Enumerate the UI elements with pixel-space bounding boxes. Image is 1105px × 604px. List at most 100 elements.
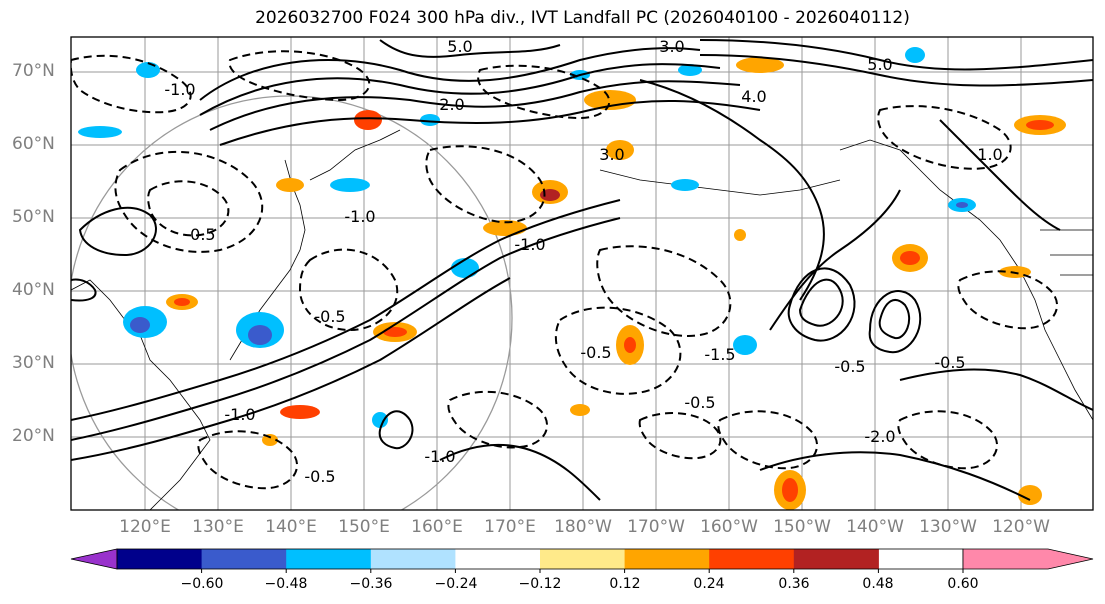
shade-blob xyxy=(383,327,407,337)
lat-label-40n: 40°N xyxy=(12,280,55,300)
contour-line xyxy=(425,145,546,224)
dashed-contours xyxy=(71,50,1059,490)
colorbar-cell xyxy=(286,549,372,569)
contour-line xyxy=(639,79,825,301)
contour-line xyxy=(71,217,621,441)
colorbar-cells xyxy=(116,548,964,570)
contour-label: 3.0 xyxy=(599,145,624,164)
map-panel[interactable]: 5.0 3.0 5.0 -1.0 3.0 4.0 -0.5 -1.0 2.0 -1.0 -0.5 -0… xyxy=(68,36,1094,540)
colorbar-tick-label: −0.48 xyxy=(264,576,308,592)
shade-blob xyxy=(280,405,320,419)
shade-blob xyxy=(420,114,440,126)
colorbar-tick-label: −0.60 xyxy=(180,576,224,592)
contour-label: -1.0 xyxy=(424,447,455,466)
contour-label: -0.5 xyxy=(834,357,865,376)
kurils-coast xyxy=(309,129,401,181)
lon-label-160w: 160°W xyxy=(700,517,758,537)
shade-blob xyxy=(354,110,382,130)
contour-line xyxy=(197,430,299,490)
shade-blob xyxy=(584,90,636,110)
shade-blob xyxy=(136,62,160,78)
contour-line xyxy=(759,451,1031,501)
contour-label: 3.0 xyxy=(659,37,684,56)
lat-label-20n: 20°N xyxy=(12,426,55,446)
state-borders xyxy=(1040,229,1093,276)
shade-blob xyxy=(671,179,699,191)
lat-label-60n: 60°N xyxy=(12,134,55,154)
contour-line xyxy=(228,50,371,102)
contour-line xyxy=(71,277,511,461)
contour-label: 4.0 xyxy=(741,87,766,106)
shade-blob xyxy=(956,202,968,208)
coastlines xyxy=(71,129,1093,510)
lat-label-70n: 70°N xyxy=(12,61,55,81)
contour-line xyxy=(439,443,601,501)
contour-line xyxy=(939,119,1061,231)
shade-blob xyxy=(734,229,746,241)
colorbar-cell xyxy=(117,549,203,569)
colorbar-tick-label: 0.36 xyxy=(778,576,810,592)
contour-label: -1.0 xyxy=(344,207,375,226)
divergence-shading xyxy=(78,47,1066,510)
contour-label: -1.0 xyxy=(514,235,545,254)
contour-line xyxy=(554,306,682,395)
lon-label-130w: 130°W xyxy=(919,517,977,537)
colorbar-tick-label: 0.12 xyxy=(609,576,641,592)
contour-line xyxy=(199,63,721,116)
lon-label-140e: 140°E xyxy=(265,517,317,537)
contour-line xyxy=(638,412,722,460)
contour-line xyxy=(699,54,1093,87)
shade-blob xyxy=(733,335,757,355)
shade-blob xyxy=(624,337,636,353)
shade-blob xyxy=(174,298,190,306)
contour-line xyxy=(114,150,264,253)
lon-label-170e: 170°E xyxy=(484,517,536,537)
lon-label-130e: 130°E xyxy=(192,517,244,537)
contour-line xyxy=(147,180,230,237)
shade-blob xyxy=(330,178,370,192)
asia-coast xyxy=(71,279,211,510)
contour-line xyxy=(477,64,611,120)
colorbar-cell xyxy=(624,549,710,569)
colorbar-cell xyxy=(370,549,456,569)
contour-line xyxy=(71,199,621,421)
contour-label: 5.0 xyxy=(447,37,472,56)
contour-line xyxy=(71,278,97,302)
shade-blob xyxy=(540,189,560,201)
contour-line xyxy=(717,410,819,470)
contour-label: -1.0 xyxy=(224,405,255,424)
shade-blob xyxy=(1018,485,1042,505)
shade-blob xyxy=(1026,120,1054,130)
contour-line xyxy=(868,290,922,354)
map-background xyxy=(71,37,1093,510)
colorbar-extend-high xyxy=(962,548,1094,570)
contour-label: -0.5 xyxy=(184,225,215,244)
contour-label: 5.0 xyxy=(867,55,892,74)
graticule xyxy=(71,37,1093,510)
map-title: 2026032700 F024 300 hPa div., IVT Landfa… xyxy=(255,8,910,28)
contour-line xyxy=(769,189,901,331)
lon-label-180w: 180°W xyxy=(554,517,612,537)
lon-label-170w: 170°W xyxy=(627,517,685,537)
map-frame xyxy=(70,36,1094,511)
shade-blob xyxy=(276,178,304,192)
shade-blob xyxy=(262,434,278,446)
contour-line xyxy=(899,368,1093,411)
lon-label-150w: 150°W xyxy=(773,517,831,537)
contour-line xyxy=(71,54,192,114)
lon-label-140w: 140°W xyxy=(846,517,904,537)
contour-line xyxy=(219,99,761,146)
contour-label: -0.5 xyxy=(934,353,965,372)
colorbar-cell xyxy=(201,549,287,569)
contour-label: -2.0 xyxy=(864,427,895,446)
colorbar-cell xyxy=(540,549,626,569)
contour-label: -0.5 xyxy=(304,467,335,486)
solid-contours xyxy=(71,39,1093,501)
colorbar-tick-label: −0.24 xyxy=(434,576,478,592)
contour-label: 2.0 xyxy=(439,95,464,114)
shade-blob xyxy=(130,317,150,333)
lon-label-150e: 150°E xyxy=(338,517,390,537)
contour-label: 1.0 xyxy=(977,145,1002,164)
contour-label: -0.5 xyxy=(580,343,611,362)
